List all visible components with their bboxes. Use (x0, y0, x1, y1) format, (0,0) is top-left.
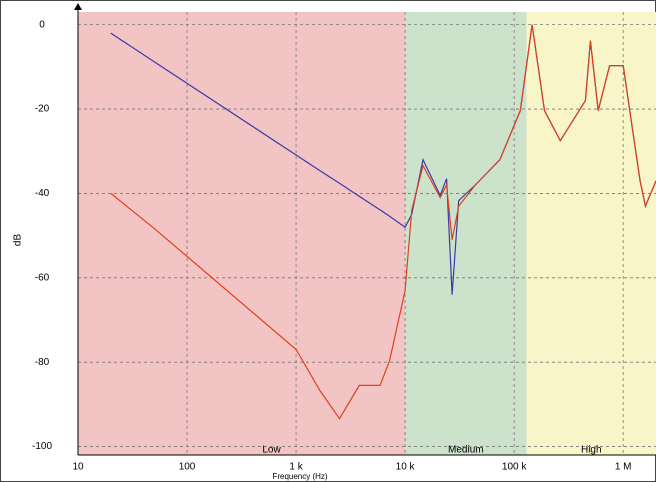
y-tick-label: -20 (35, 104, 50, 115)
y-tick-label: -40 (35, 188, 50, 199)
x-tick-label: 1 M (615, 462, 632, 473)
plot: Low Medium High (74, 3, 656, 456)
y-tick-label: -60 (35, 272, 50, 283)
x-tick-label: 10 (72, 462, 84, 473)
series-line (110, 24, 656, 420)
x-axis-label: Frequency (Hz) (272, 472, 327, 481)
y-axis-label: dB (13, 234, 24, 247)
x-tick-label: 10 k (396, 462, 416, 473)
y-tick-label: 0 (39, 19, 45, 30)
region-label: Medium (448, 445, 484, 456)
x-tick-label: 1 k (289, 462, 303, 473)
region (78, 12, 406, 455)
region-label: Low (262, 445, 281, 456)
region-label: High (581, 445, 602, 456)
x-tick-label: 100 (179, 462, 196, 473)
region (526, 12, 656, 455)
y-tick-label: -100 (32, 441, 52, 452)
y-tick-label: -80 (35, 357, 50, 368)
x-tick-label: 100 k (502, 462, 527, 473)
axis-arrow (74, 3, 82, 10)
region (405, 12, 527, 455)
